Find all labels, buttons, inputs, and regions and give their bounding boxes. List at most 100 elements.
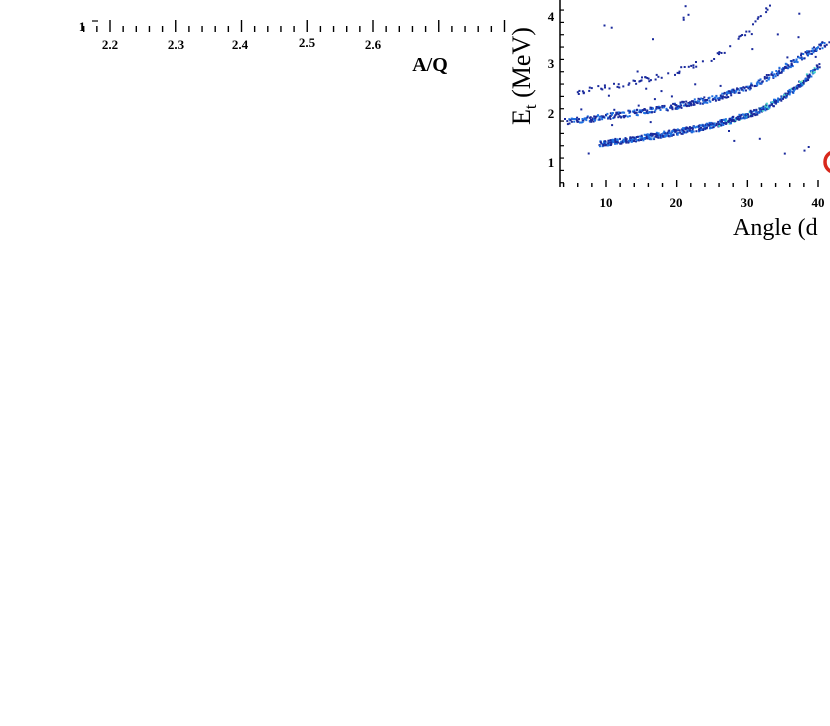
heatmap-cell [750, 82, 753, 85]
heatmap-cell [650, 135, 653, 138]
heatmap-cell [709, 127, 711, 130]
heatmap-cell [585, 119, 588, 122]
heatmap-cell [600, 142, 603, 145]
heatmap-cell [649, 106, 652, 109]
heatmap-cell [738, 118, 741, 121]
heatmap-cell [720, 124, 723, 127]
heatmap-cell [566, 123, 569, 126]
heatmap-cell [651, 132, 654, 135]
heatmap-cell [646, 133, 649, 136]
heatmap-cell [692, 101, 695, 103]
heatmap-cell [773, 73, 776, 76]
heatmap-cell [610, 26, 613, 29]
heatmap-cell [778, 98, 781, 101]
heatmap-cell [745, 113, 748, 115]
heatmap-cell [609, 117, 612, 120]
heatmap-cell [612, 117, 615, 120]
heatmap-cell [734, 120, 737, 122]
heatmap-cell [661, 133, 664, 136]
heatmap-cell [680, 132, 683, 135]
heatmap-cell [617, 112, 620, 115]
heatmap-cell [806, 50, 809, 53]
heatmap-cell [759, 15, 762, 18]
heatmap-cell [612, 141, 615, 143]
heatmap-cell [576, 116, 579, 119]
heatmap-cell [803, 57, 806, 60]
heatmap-cell [670, 132, 673, 135]
heatmap-cell [736, 88, 739, 90]
heatmap-cell [795, 58, 798, 61]
heatmap-cell [598, 115, 601, 118]
heatmap-cell [776, 100, 778, 103]
heatmap-cell [608, 115, 611, 118]
heatmap-cell [777, 100, 780, 103]
heatmap-cell [647, 77, 650, 80]
heatmap-cell [644, 112, 646, 115]
heatmap-cell [618, 86, 621, 89]
heatmap-cell [640, 139, 642, 141]
heatmap-cell [717, 122, 720, 125]
heatmap-cell [719, 119, 722, 122]
heatmap-cell [648, 136, 651, 139]
left-x-tick-label: 2.2 [102, 37, 118, 52]
heatmap-cell [782, 97, 784, 100]
heatmap-cell [756, 84, 759, 87]
left-x-tick-label: 2.4 [232, 37, 249, 52]
heatmap-cell [749, 109, 752, 112]
heatmap-cell [801, 57, 804, 60]
heatmap-cell [723, 51, 726, 54]
heatmap-cell [662, 106, 665, 109]
heatmap-cell [718, 53, 720, 56]
heatmap-cell [628, 111, 631, 114]
heatmap-cell [738, 89, 741, 92]
heatmap-cell [777, 99, 780, 101]
heatmap-cell [714, 96, 717, 99]
heatmap-cell [809, 52, 812, 55]
right-y-tick-label: 4 [548, 9, 555, 24]
heatmap-cell [666, 133, 669, 135]
heatmap-cell [597, 118, 600, 121]
heatmap-cell [696, 100, 699, 103]
heatmap-cell [647, 111, 650, 114]
heatmap-cell [572, 118, 575, 120]
heatmap-cell [821, 41, 824, 44]
heatmap-cell [703, 124, 706, 127]
heatmap-cell [640, 79, 643, 82]
heatmap-cell [670, 133, 673, 136]
heatmap-cell [752, 23, 754, 26]
heatmap-cell [721, 122, 724, 125]
heatmap-cell [662, 135, 665, 138]
heatmap-cell [692, 103, 695, 106]
heatmap-cell [765, 11, 768, 14]
heatmap-cell [750, 84, 753, 87]
heatmap-cell [739, 115, 742, 118]
heatmap-cell [657, 132, 660, 135]
heatmap-cell [652, 107, 654, 110]
right-heatmap-cells [564, 4, 830, 155]
heatmap-cell [690, 102, 693, 105]
heatmap-cell [708, 96, 711, 99]
heatmap-cell [803, 149, 806, 152]
heatmap-cell [671, 130, 674, 133]
heatmap-cell [794, 60, 797, 63]
heatmap-cell [715, 95, 718, 98]
heatmap-cell [750, 33, 753, 36]
heatmap-cell [789, 66, 792, 69]
right-y-axis-label-rest: (MeV) [507, 27, 536, 104]
heatmap-cell [744, 34, 747, 37]
heatmap-cell [767, 107, 770, 110]
heatmap-cell [728, 122, 731, 125]
heatmap-cell [711, 122, 714, 125]
heatmap-cell [677, 107, 680, 110]
heatmap-cell [748, 88, 751, 91]
heatmap-cell [568, 122, 571, 125]
heatmap-cell [821, 47, 824, 50]
heatmap-cell [711, 95, 714, 98]
right-y-axis-label-sub: t [521, 104, 540, 109]
heatmap-cell [708, 124, 711, 127]
heatmap-cell [649, 133, 652, 136]
heatmap-cell [756, 81, 759, 84]
heatmap-cell [564, 118, 566, 120]
heatmap-cell [651, 134, 654, 137]
heatmap-cell [653, 98, 656, 101]
